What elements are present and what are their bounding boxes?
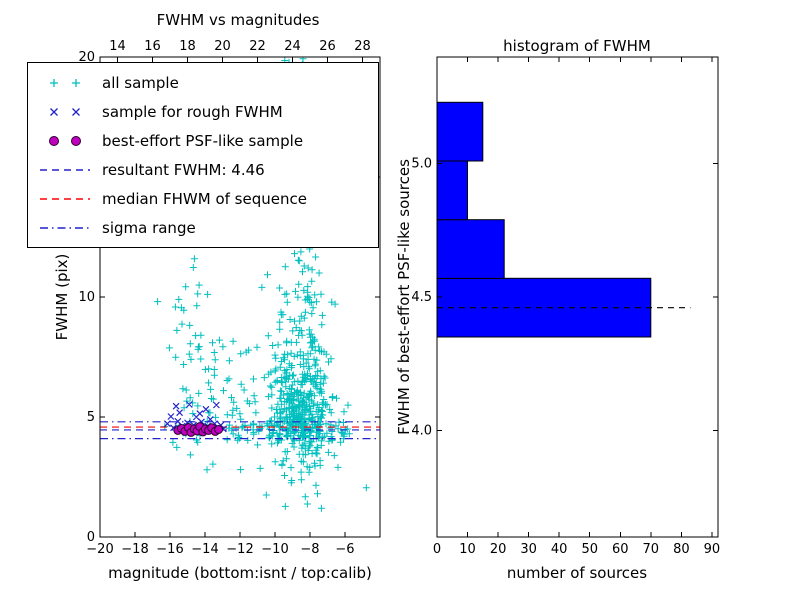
legend-label: median FHWM of sequence xyxy=(102,189,307,208)
tick-label: 40 xyxy=(551,542,568,557)
tick-label: 18 xyxy=(179,39,196,54)
right-plot-title: histogram of FWHM xyxy=(503,37,651,55)
right-plot-ylabel: FWHM of best-effort PSF-like sources xyxy=(395,159,413,435)
legend-cross-icon xyxy=(50,107,80,116)
tick-label: 4.5 xyxy=(411,290,432,305)
tick-label: 70 xyxy=(643,542,660,557)
legend-entry-4: median FHWM of sequence xyxy=(36,184,370,213)
left-plot-title: FWHM vs magnitudes xyxy=(156,11,320,29)
tick-label: 50 xyxy=(581,542,598,557)
tick-label: 90 xyxy=(704,542,721,557)
tick-label: 5.0 xyxy=(411,157,432,172)
legend-entry-5: sigma range xyxy=(36,213,370,242)
legend: all sample sample for rough FWHM best-effo… xyxy=(27,62,379,248)
tick-label: 26 xyxy=(319,39,336,54)
left-scatter-layer xyxy=(100,57,380,512)
tick-label: 0 xyxy=(433,542,441,557)
left-plot-ylabel: FWHM (pix) xyxy=(53,253,71,341)
series-psf-like xyxy=(173,422,224,437)
tick-label: 10 xyxy=(78,290,95,305)
tick-label: −14 xyxy=(191,542,218,557)
legend-plus-icon xyxy=(50,78,80,87)
hist-bar xyxy=(436,219,505,279)
tick-label: 20 xyxy=(490,542,507,557)
tick-label: 0 xyxy=(87,530,95,545)
tick-label: 10 xyxy=(459,542,476,557)
tick-label: −16 xyxy=(156,542,183,557)
tick-label: −18 xyxy=(121,542,148,557)
legend-label: sigma range xyxy=(102,218,196,237)
tick-label: 30 xyxy=(520,542,537,557)
legend-entry-3: resultant FWHM: 4.46 xyxy=(36,155,370,184)
tick-label: 24 xyxy=(284,39,301,54)
tick-label: 14 xyxy=(109,39,126,54)
legend-entry-0: all sample xyxy=(36,68,370,97)
legend-dashed-icon xyxy=(40,197,90,200)
hist-bar xyxy=(436,101,484,162)
legend-dashed-icon xyxy=(40,168,90,171)
tick-label: 20 xyxy=(214,39,231,54)
tick-label: 60 xyxy=(612,542,629,557)
legend-label: sample for rough FWHM xyxy=(102,102,283,121)
tick-label: 80 xyxy=(673,542,690,557)
hist-bar xyxy=(436,160,468,221)
tick-label: −6 xyxy=(335,542,354,557)
histogram-layer xyxy=(436,101,691,338)
tick-label: −12 xyxy=(226,542,253,557)
tick-label: −20 xyxy=(86,542,113,557)
tick-label: 4.0 xyxy=(411,423,432,438)
tick-label: 22 xyxy=(249,39,266,54)
legend-entry-1: sample for rough FWHM xyxy=(36,97,370,126)
tick-label: 5 xyxy=(87,410,95,425)
legend-entry-2: best-effort PSF-like sample xyxy=(36,126,370,155)
tick-label: −8 xyxy=(300,542,319,557)
left-plot-xlabel: magnitude (bottom:isnt / top:calib) xyxy=(108,564,372,582)
tick-labels-layer: −20 −18 −16 −14 −12 −10 −8 −6 14 16 18 20 22 24 26 28 0 5… xyxy=(78,39,720,557)
tick-label: 16 xyxy=(144,39,161,54)
axes-layer xyxy=(99,56,719,538)
tick-label: 20 xyxy=(78,50,95,65)
tick-label: 28 xyxy=(354,39,371,54)
legend-dashdot-icon xyxy=(40,226,90,229)
tick-label: −10 xyxy=(261,542,288,557)
legend-label: resultant FWHM: 4.46 xyxy=(102,160,265,179)
legend-label: all sample xyxy=(102,73,179,92)
right-plot-xlabel: number of sources xyxy=(506,564,648,582)
legend-circle-icon xyxy=(49,135,81,146)
legend-label: best-effort PSF-like sample xyxy=(102,131,304,150)
